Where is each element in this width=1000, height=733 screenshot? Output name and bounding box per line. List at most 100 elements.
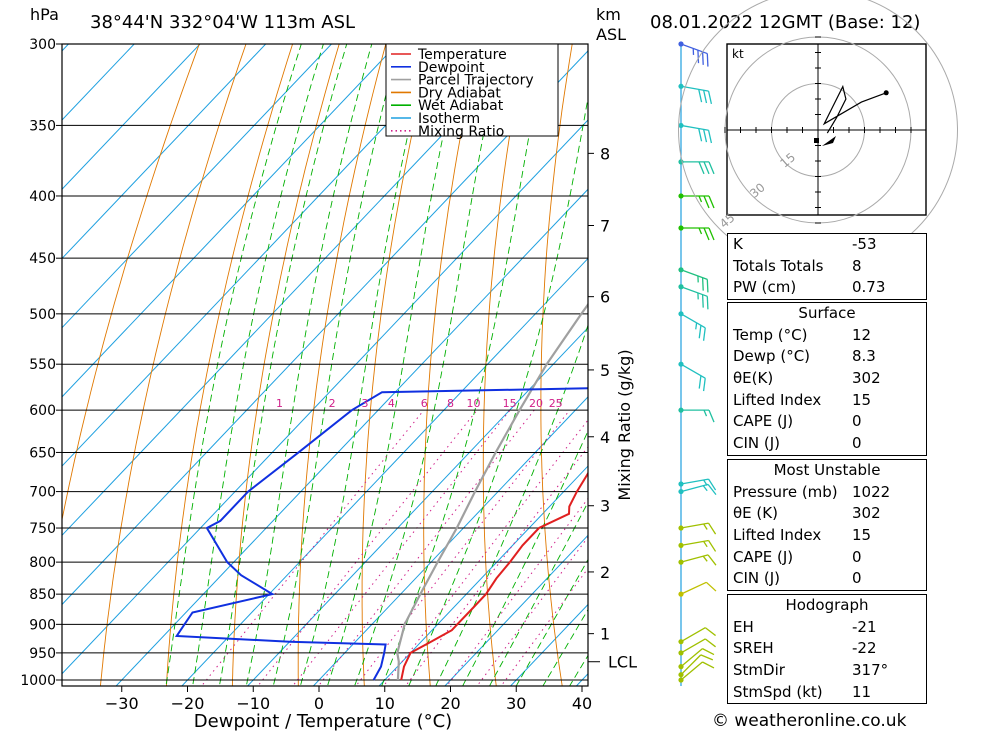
wind-barb-flag bbox=[698, 227, 703, 235]
hodograph-param-value: 11 bbox=[852, 682, 872, 701]
wind-barb bbox=[681, 195, 715, 209]
indices-table: K -53 Totals Totals 8 PW (cm) 0.73 bbox=[727, 233, 927, 301]
legend-label: Mixing Ratio bbox=[418, 124, 504, 140]
pressure-tick-label: 400 bbox=[29, 189, 56, 205]
wind-barb-flag bbox=[700, 654, 714, 661]
plot-frame bbox=[61, 43, 589, 687]
wind-barb-flag bbox=[698, 161, 705, 175]
dry-adiabat-line bbox=[540, 44, 573, 686]
wind-barb-flag bbox=[698, 89, 703, 103]
wind-barb-flag bbox=[698, 325, 702, 339]
surface-value: 15 bbox=[852, 390, 872, 409]
temperature-line bbox=[400, 471, 588, 681]
wet-adiabat-line bbox=[218, 44, 348, 686]
wind-barb-flag bbox=[703, 161, 710, 175]
wet-adiabat-line bbox=[515, 558, 588, 686]
x-axis-title: Dewpoint / Temperature (°C) bbox=[194, 711, 452, 732]
pressure-unit-label: hPa bbox=[30, 5, 59, 24]
most-unstable-value: 0 bbox=[852, 547, 862, 566]
wind-barb bbox=[680, 483, 717, 496]
surface-value: 12 bbox=[852, 325, 872, 344]
datetime-title: 08.01.2022 12GMT (Base: 12) bbox=[650, 12, 920, 33]
pressure-tick-label: 1000 bbox=[20, 673, 56, 689]
dry-adiabat-line bbox=[62, 44, 200, 522]
wind-barb bbox=[680, 627, 716, 643]
hodograph-param-value: -21 bbox=[852, 617, 877, 636]
hodograph-param-row: SREH -22 bbox=[728, 638, 926, 660]
isotherm-line bbox=[378, 465, 588, 686]
wind-barb-flag bbox=[697, 275, 699, 283]
height-tick-label: 7 bbox=[600, 217, 610, 236]
height-tick-label: 8 bbox=[600, 144, 610, 163]
mixing-ratio-tick-label: 25 bbox=[549, 397, 563, 410]
wind-barb-flag bbox=[697, 292, 699, 300]
dry-adiabat-line bbox=[482, 44, 527, 686]
temperature-tick-label: −20 bbox=[171, 694, 205, 713]
wind-barb-flag bbox=[707, 91, 713, 104]
wind-barb-flag bbox=[702, 555, 708, 562]
most-unstable-value: 15 bbox=[852, 526, 872, 545]
surface-row: CAPE (J) 0 bbox=[728, 411, 926, 433]
index-row: K -53 bbox=[728, 234, 926, 256]
wind-barb-flag bbox=[703, 479, 708, 486]
mixing-ratio-line bbox=[200, 409, 425, 686]
wind-barb-flag bbox=[703, 129, 708, 143]
dry-adiabat-line bbox=[990, 8, 1000, 706]
wind-barb bbox=[680, 43, 709, 67]
surface-value: 8.3 bbox=[852, 347, 876, 366]
hodograph-param-row: StmDir 317° bbox=[728, 660, 926, 682]
mixing-ratio-tick-label: 2 bbox=[329, 397, 336, 410]
surface-title: Surface bbox=[798, 304, 856, 322]
wet-adiabat-line bbox=[299, 44, 430, 686]
isotherm-line bbox=[62, 44, 267, 260]
wind-barb-flag bbox=[708, 195, 715, 209]
surface-value: 0 bbox=[852, 412, 862, 431]
wind-barb-flag bbox=[701, 277, 704, 291]
hodograph-param-value: -22 bbox=[852, 639, 877, 658]
copyright-link[interactable]: © weatheronline.co.uk bbox=[712, 711, 907, 731]
pressure-tick-label: 750 bbox=[29, 521, 56, 537]
pressure-tick-label: 550 bbox=[29, 357, 56, 373]
legend-label: Isotherm bbox=[418, 111, 480, 127]
temperature-axis: −30 −20 −10 0 10 20 30 40 bbox=[105, 686, 592, 713]
wind-barb bbox=[680, 124, 713, 144]
mixing-ratio-line bbox=[355, 409, 570, 686]
height-tick-label: 2 bbox=[600, 563, 610, 582]
surface-label: θE(K) bbox=[733, 369, 774, 388]
temperature-tick-label: −10 bbox=[236, 694, 270, 713]
legend-label: Dewpoint bbox=[418, 60, 485, 76]
surface-row: CIN (J) 0 bbox=[728, 433, 926, 455]
wind-barb-flag bbox=[706, 53, 709, 67]
wind-barb-flag bbox=[706, 296, 709, 310]
legend-label: Wet Adiabat bbox=[418, 98, 504, 114]
temperature-tick-label: 20 bbox=[440, 694, 460, 713]
mixing-ratio-line bbox=[382, 419, 588, 686]
mixing-ratio-tick-label: 3 bbox=[362, 397, 369, 410]
legend-label: Dry Adiabat bbox=[418, 85, 501, 101]
temperature-tick-label: 10 bbox=[375, 694, 395, 713]
height-tick-label: 3 bbox=[600, 497, 610, 516]
isotherm-line bbox=[62, 119, 588, 675]
height-tick-label: 6 bbox=[600, 288, 610, 307]
wet-adiabat-line bbox=[435, 323, 588, 686]
isotherm-line bbox=[246, 326, 588, 686]
location-title: 38°44'N 332°04'W 113m ASL bbox=[90, 12, 355, 33]
wet-adiabat-line bbox=[462, 429, 588, 686]
wind-barb-flag bbox=[703, 195, 710, 209]
most-unstable-label: Lifted Index bbox=[733, 526, 822, 545]
isotherm-line bbox=[62, 44, 333, 329]
isotherm-line bbox=[62, 44, 201, 190]
isotherm-line bbox=[115, 188, 588, 686]
parcel-trajectory-line bbox=[396, 302, 588, 681]
most-unstable-label: θE (K) bbox=[733, 504, 778, 523]
wind-barb-flag bbox=[701, 294, 704, 308]
wet-adiabat-line bbox=[165, 44, 302, 686]
index-label: Totals Totals bbox=[733, 256, 824, 275]
wet-adiabat-line bbox=[326, 44, 464, 686]
mixing-ratio-tick-label: 15 bbox=[503, 397, 517, 410]
most-unstable-row: θE (K) 302 bbox=[728, 503, 926, 525]
most-unstable-label: CAPE (J) bbox=[733, 547, 794, 566]
wind-barb-flag bbox=[702, 327, 706, 341]
wind-barb-staff bbox=[680, 648, 703, 668]
